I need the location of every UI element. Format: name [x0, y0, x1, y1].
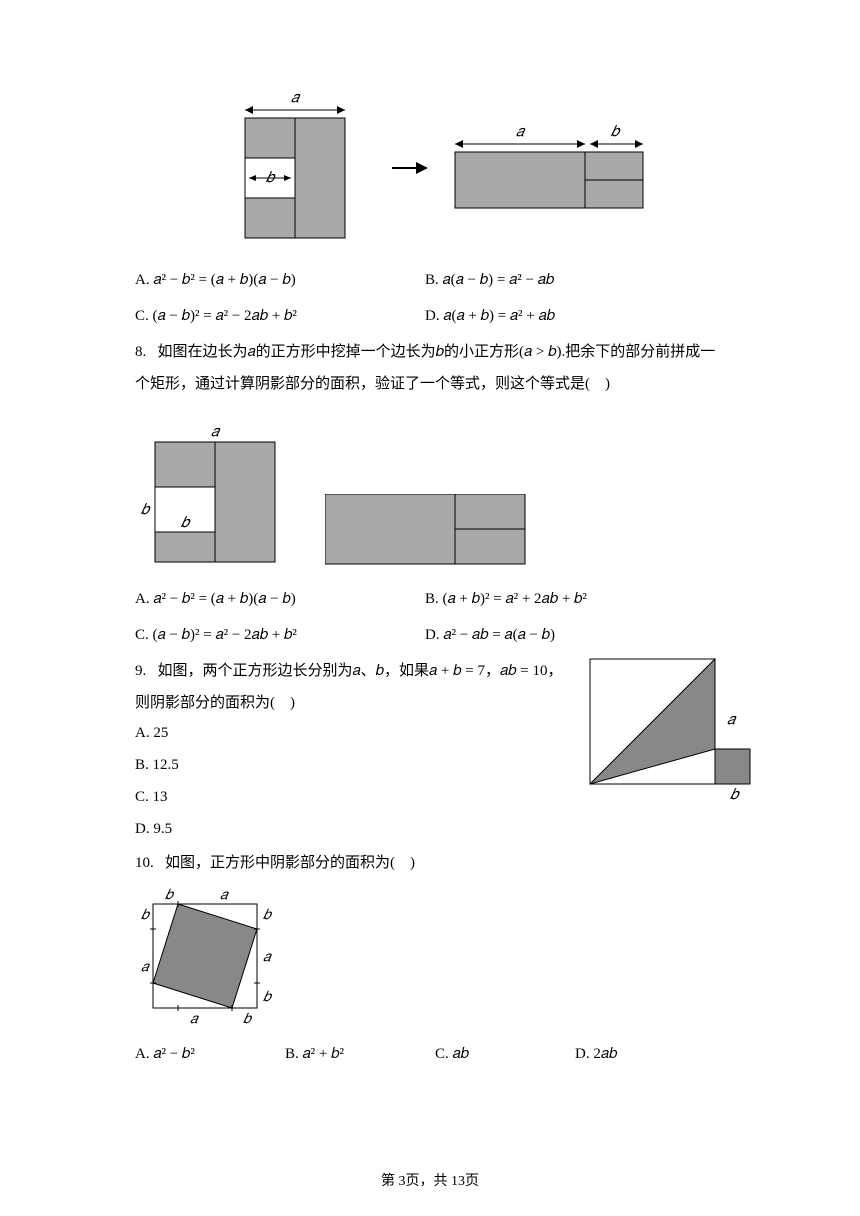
q7-fig-left: 𝑎 𝑏 [225, 90, 375, 245]
label: 𝑏 [141, 908, 151, 923]
q7-opt-d: D. 𝑎(𝑎 + 𝑏) = 𝑎² + 𝑎𝑏 [425, 301, 715, 331]
label-b: 𝑏 [730, 787, 740, 803]
q10-num: 10. [135, 855, 154, 871]
q8-options-row1: A. 𝑎² − 𝑏² = (𝑎 + 𝑏)(𝑎 − 𝑏) B. (𝑎 + 𝑏)² … [135, 584, 725, 614]
q10-figure: 𝑏 𝑎 𝑏 𝑏 𝑎 𝑏 𝑎 𝑎 𝑏 [135, 886, 275, 1026]
q7-fig-right: 𝑎 𝑏 [445, 118, 665, 218]
q9-block: 9. 如图，两个正方形边长分别为𝑎、𝑏，如果𝑎 + 𝑏 = 7，𝑎𝑏 = 10，… [135, 656, 725, 844]
q8-fig-left: 𝑎 𝑏 𝑏 [135, 424, 285, 574]
q10-opt-a: A. 𝑎² − 𝑏² [135, 1039, 285, 1069]
q10-opt-b: B. 𝑎² + 𝑏² [285, 1039, 435, 1069]
q7-options-row2: C. (𝑎 − 𝑏)² = 𝑎² − 2𝑎𝑏 + 𝑏² D. 𝑎(𝑎 + 𝑏) … [135, 301, 725, 331]
label-b-left: 𝑏 [141, 502, 151, 518]
q10: 10. 如图，正方形中阴影部分的面积为( ) [135, 848, 725, 878]
q9-text1: 如图，两个正方形边长分别为𝑎、𝑏，如果𝑎 + 𝑏 = 7，𝑎𝑏 = 10， [158, 663, 563, 679]
footer-cur: 3 [399, 1174, 406, 1189]
footer-mid: 页，共 [406, 1174, 452, 1189]
q8-figure: 𝑎 𝑏 𝑏 [135, 424, 725, 574]
label: 𝑎 [220, 888, 230, 903]
q10-opt-c: C. 𝑎𝑏 [435, 1039, 575, 1069]
q8-opt-c: C. (𝑎 − 𝑏)² = 𝑎² − 2𝑎𝑏 + 𝑏² [135, 620, 425, 650]
q8-text2: 个矩形，通过计算阴影部分的面积，验证了一个等式，则这个等式是( ) [135, 369, 725, 399]
q8-options-row2: C. (𝑎 − 𝑏)² = 𝑎² − 2𝑎𝑏 + 𝑏² D. 𝑎² − 𝑎𝑏 =… [135, 620, 725, 650]
q8-fig-right [325, 494, 535, 574]
label: 𝑎 [141, 960, 151, 975]
label-a: 𝑎 [211, 424, 221, 440]
label: 𝑎 [190, 1012, 200, 1026]
q8-text1: 如图在边长为𝑎的正方形中挖掉一个边长为𝑏的小正方形(𝑎 > 𝑏).把余下的部分前… [158, 344, 716, 360]
label-a: 𝑎 [516, 124, 526, 140]
q7-opt-b: B. 𝑎(𝑎 − 𝑏) = 𝑎² − 𝑎𝑏 [425, 265, 715, 295]
footer-prefix: 第 [381, 1174, 399, 1189]
footer-total: 13 [451, 1174, 465, 1189]
q10-text: 如图，正方形中阴影部分的面积为( ) [165, 855, 415, 871]
label: 𝑏 [243, 1012, 253, 1026]
page-footer: 第 3页，共 13页 [0, 1168, 860, 1196]
q7-figure: 𝑎 𝑏 𝑎 𝑏 [225, 90, 725, 245]
label: 𝑎 [263, 950, 273, 965]
q7-opt-c: C. (𝑎 − 𝑏)² = 𝑎² − 2𝑎𝑏 + 𝑏² [135, 301, 425, 331]
q7-opt-a: A. 𝑎² − 𝑏² = (𝑎 + 𝑏)(𝑎 − 𝑏) [135, 265, 425, 295]
q10-opt-d: D. 2𝑎𝑏 [575, 1039, 715, 1069]
q9-num: 9. [135, 663, 146, 679]
q9-opt-d: D. 9.5 [135, 814, 725, 844]
label: 𝑏 [263, 990, 273, 1005]
q8-opt-b: B. (𝑎 + 𝑏)² = 𝑎² + 2𝑎𝑏 + 𝑏² [425, 584, 715, 614]
footer-suffix: 页 [465, 1174, 479, 1189]
q7-options-row1: A. 𝑎² − 𝑏² = (𝑎 + 𝑏)(𝑎 − 𝑏) B. 𝑎(𝑎 − 𝑏) … [135, 265, 725, 295]
q8-opt-a: A. 𝑎² − 𝑏² = (𝑎 + 𝑏)(𝑎 − 𝑏) [135, 584, 425, 614]
q8-opt-d: D. 𝑎² − 𝑎𝑏 = 𝑎(𝑎 − 𝑏) [425, 620, 715, 650]
label-b: 𝑏 [611, 124, 621, 140]
label: 𝑏 [263, 908, 273, 923]
q8: 8. 如图在边长为𝑎的正方形中挖掉一个边长为𝑏的小正方形(𝑎 > 𝑏).把余下的… [135, 337, 725, 367]
q9-figure: 𝑎 𝑏 [585, 654, 755, 814]
label-a: 𝑎 [291, 90, 301, 106]
q8-num: 8. [135, 344, 146, 360]
label: 𝑏 [165, 888, 175, 903]
q10-options: A. 𝑎² − 𝑏² B. 𝑎² + 𝑏² C. 𝑎𝑏 D. 2𝑎𝑏 [135, 1039, 725, 1069]
label-a: 𝑎 [727, 712, 737, 728]
arrow-icon [390, 153, 430, 183]
